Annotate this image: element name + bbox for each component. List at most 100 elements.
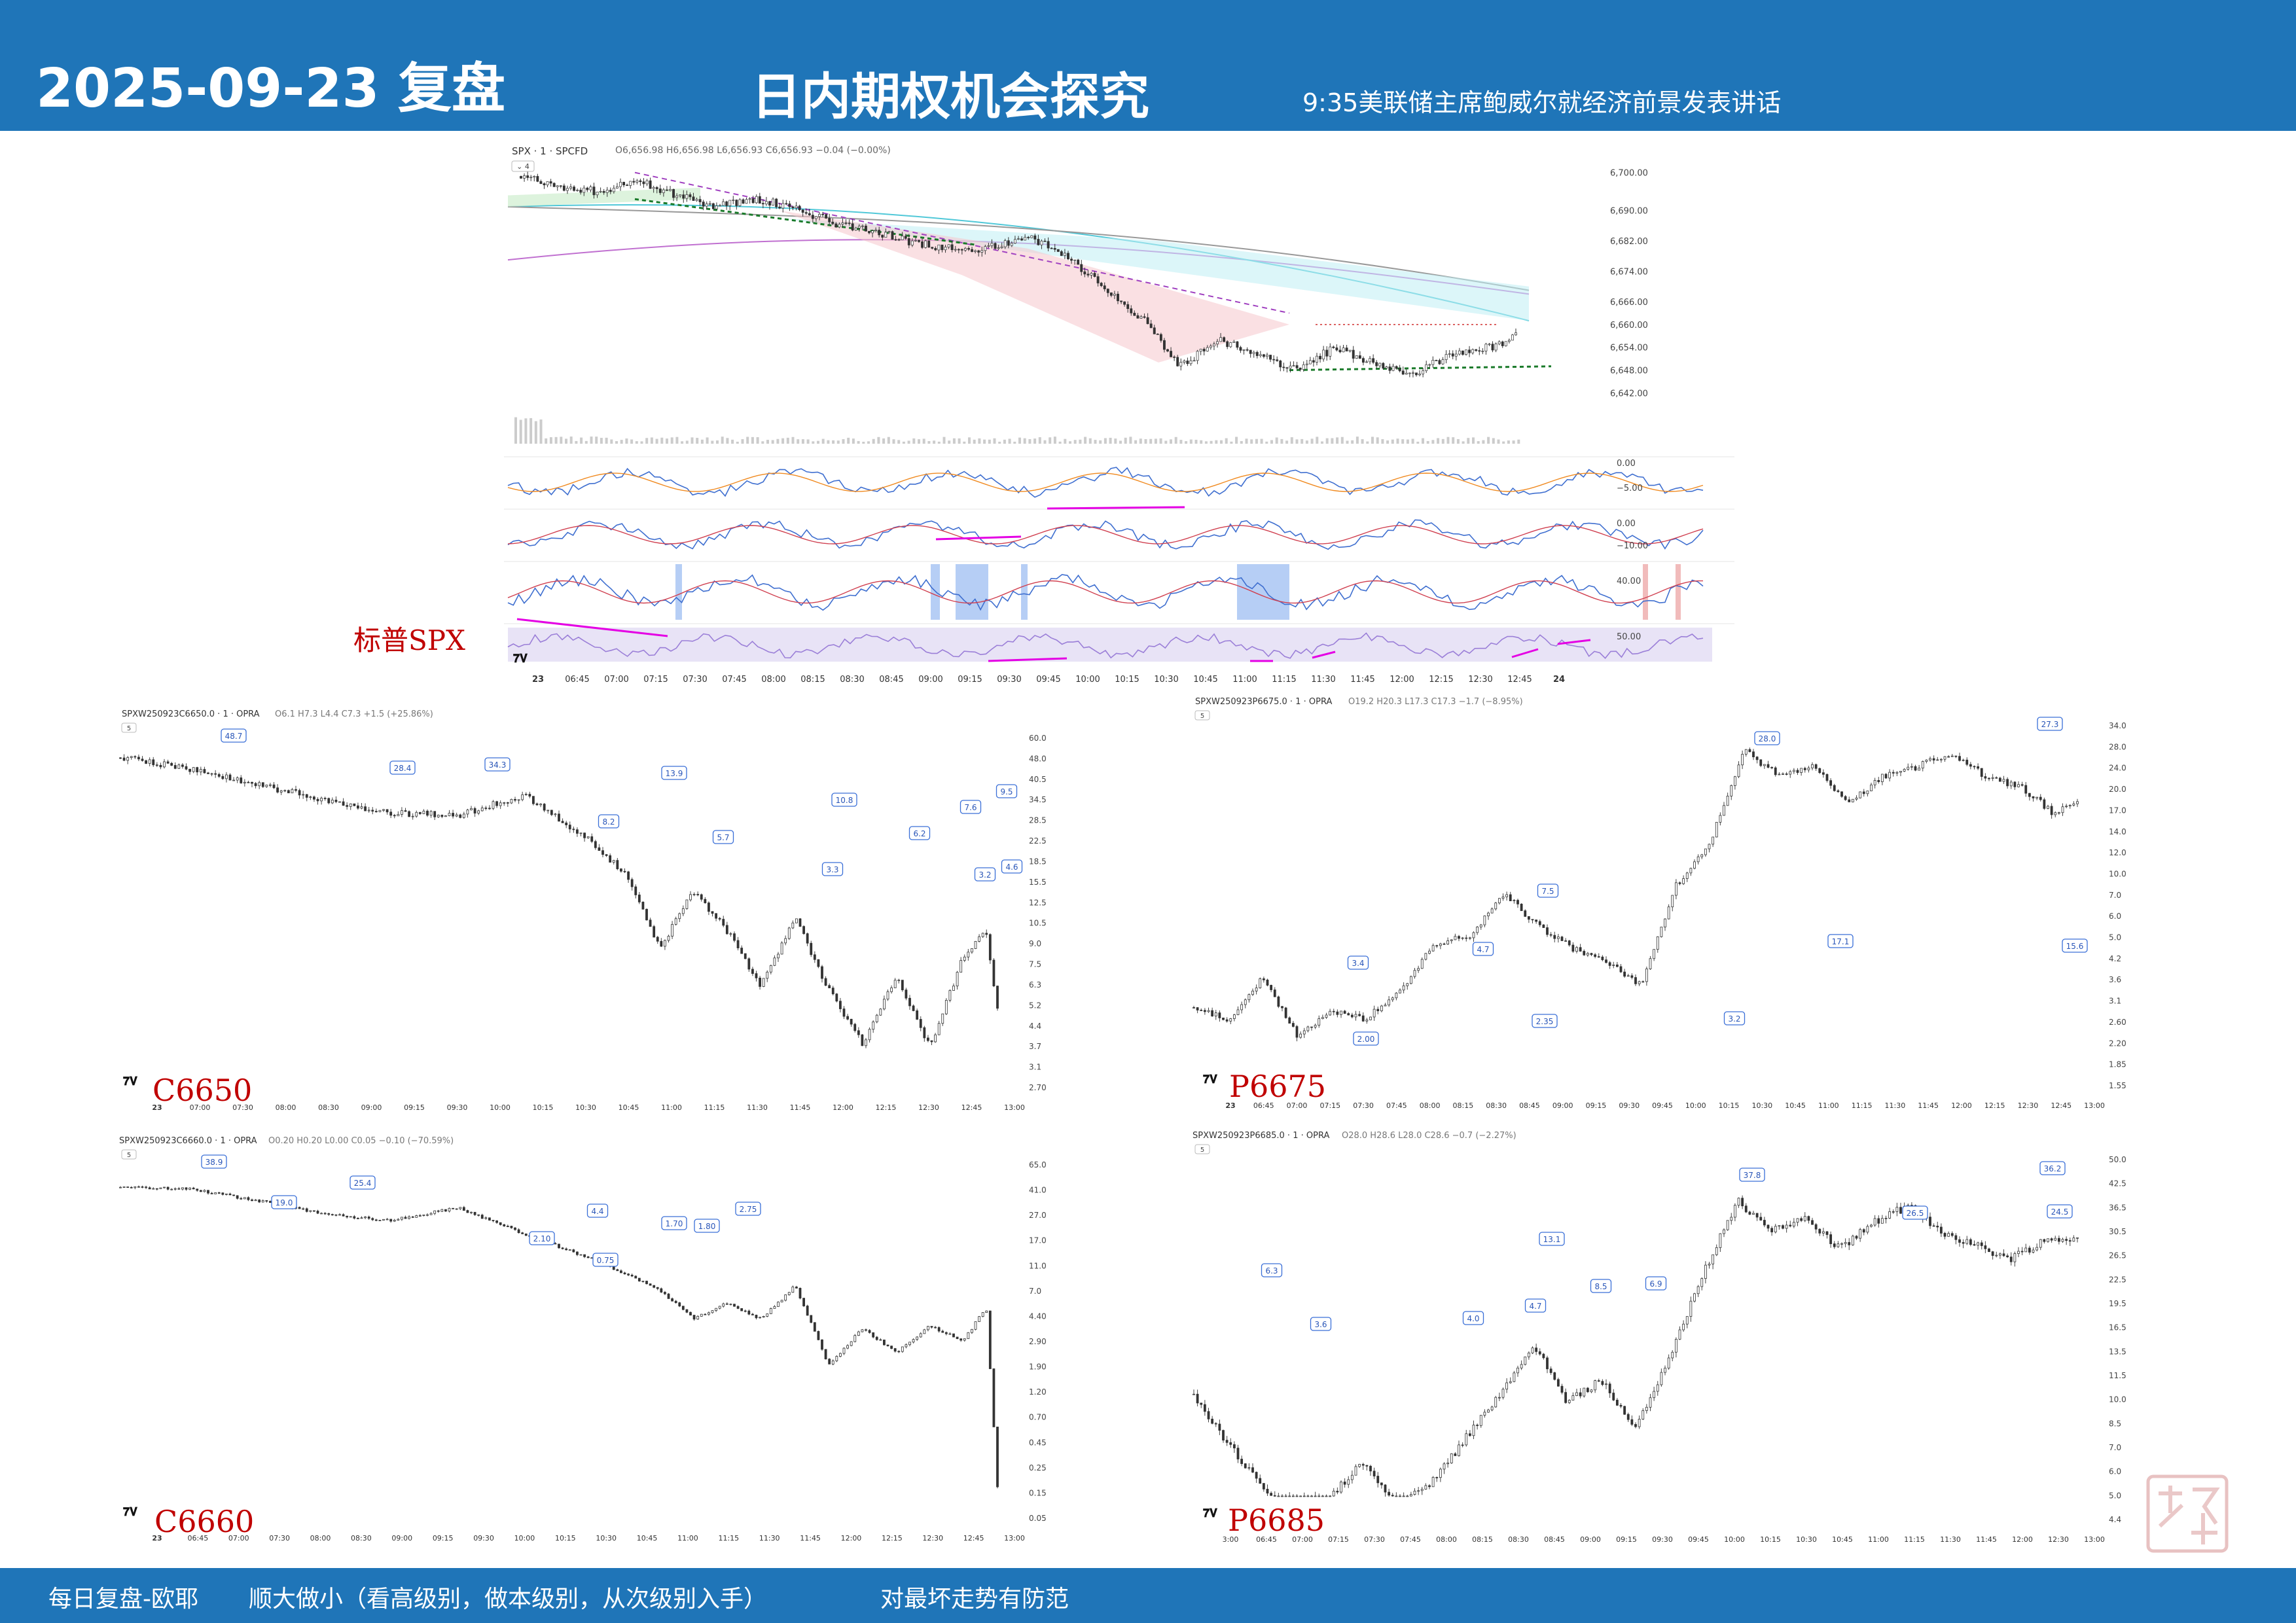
- candle-body: [433, 811, 437, 817]
- x-tick-label: 09:15: [404, 1103, 425, 1112]
- candle-body: [1117, 293, 1119, 302]
- volume-bar: [1487, 437, 1490, 444]
- y-tick-label: 16.5: [2109, 1323, 2126, 1332]
- candle-body: [1494, 1397, 1498, 1408]
- candle-body: [1719, 1233, 1722, 1248]
- candle-body: [1977, 1242, 1980, 1246]
- divergence-line: [516, 618, 668, 637]
- candle-body: [1490, 908, 1494, 914]
- x-tick-label: 07:45: [1386, 1101, 1407, 1110]
- volume-bar: [1250, 439, 1253, 444]
- candle-body: [1358, 1464, 1361, 1467]
- x-axis: 23 07:00 07:30 08:00 08:30 09:00 09:15 09:30 10:…: [152, 1103, 1025, 1112]
- footer-bar: [0, 1568, 2296, 1623]
- candle-body: [1350, 1014, 1354, 1018]
- candle-body: [357, 1218, 359, 1219]
- candle-body: [334, 800, 338, 802]
- candle-body: [374, 1219, 378, 1221]
- candle-body: [1723, 1229, 1725, 1234]
- rsi-pane: 40.00: [504, 561, 1734, 620]
- candle-body: [569, 187, 572, 189]
- candle-body: [817, 959, 820, 967]
- x-tick-label: 11:00: [1868, 1535, 1889, 1544]
- candle-body: [594, 841, 597, 848]
- candle-body: [1365, 1019, 1369, 1022]
- candle-body: [1196, 1007, 1199, 1010]
- volume-bar: [1472, 437, 1475, 444]
- spx-chart-panel: SPX · 1 · SPCFD O6,656.98 H6,656.98 L6,6…: [504, 139, 1787, 688]
- candle-body: [510, 798, 513, 804]
- candle-body: [287, 790, 290, 794]
- candle-body: [1206, 347, 1209, 351]
- candle-body: [1336, 1491, 1339, 1493]
- candle-body: [466, 1210, 469, 1213]
- main-title: 日内期权机会探究: [751, 67, 1149, 126]
- candle-body: [1277, 1495, 1280, 1497]
- candle-body: [1954, 755, 1958, 757]
- volume-bar: [731, 439, 734, 444]
- candle-body: [755, 1315, 758, 1319]
- highlight-band: [1021, 564, 1028, 620]
- interval-badge: [121, 722, 137, 733]
- candle-body: [868, 1330, 871, 1333]
- candle-body: [261, 1200, 264, 1203]
- candle-body: [1958, 1239, 1961, 1243]
- x-tick-label: 23: [1225, 1101, 1235, 1110]
- annotation-box: [1261, 1263, 1283, 1277]
- candle-body: [1385, 366, 1388, 369]
- candle-body: [671, 924, 673, 936]
- candle-body: [1027, 237, 1030, 238]
- candle-body: [1888, 1211, 1892, 1219]
- annotation-box: [1754, 731, 1780, 745]
- candle-body: [1626, 1414, 1630, 1420]
- volume-bar: [580, 437, 583, 444]
- x-tick-label: 07:15: [1319, 1101, 1340, 1110]
- volume-bar: [1497, 439, 1500, 444]
- candle-body: [1450, 939, 1453, 941]
- candle-body: [1431, 945, 1435, 952]
- candle-body: [1425, 364, 1428, 371]
- annotation-label: 26.5: [1907, 1209, 1924, 1218]
- candle-body: [462, 813, 465, 818]
- candle-body: [777, 1302, 780, 1307]
- candle-body: [188, 1187, 191, 1190]
- candle-body: [1306, 1495, 1310, 1497]
- candle-body: [1649, 958, 1652, 969]
- candle-body: [878, 230, 881, 236]
- candle-body: [583, 1254, 586, 1257]
- candle-body: [408, 811, 410, 817]
- volume-bar: [1170, 439, 1172, 444]
- candle-body: [520, 176, 522, 179]
- candle-body: [1113, 293, 1116, 296]
- candle-body: [1825, 774, 1829, 781]
- candle-body: [1259, 978, 1262, 988]
- volume-bar: [1361, 439, 1364, 444]
- candle-body: [678, 1302, 681, 1307]
- candle-body: [386, 1219, 389, 1221]
- volume-bar: [978, 438, 981, 444]
- candle-body: [1343, 1010, 1346, 1014]
- candle-body: [733, 1304, 736, 1307]
- candle-body: [1347, 1479, 1350, 1485]
- candle-body: [1103, 285, 1106, 289]
- annotation-label: 4.7: [1529, 1302, 1541, 1311]
- candle-body: [907, 238, 910, 245]
- candle-body: [1511, 334, 1514, 341]
- candle-body: [912, 1339, 915, 1343]
- candle-body: [243, 781, 246, 783]
- option-chart-c6650: 560.048.040.534.528.522.518.515.512.510.…: [119, 722, 1047, 1112]
- candle-body: [1246, 349, 1249, 351]
- candle-body: [1322, 349, 1325, 359]
- candle-body: [1696, 856, 1700, 863]
- candle-body: [1800, 1218, 1803, 1221]
- candle-body: [492, 801, 495, 809]
- candle-body: [484, 1217, 488, 1219]
- candle-body: [470, 808, 473, 811]
- candle-body: [1712, 836, 1715, 845]
- candle-body: [696, 1315, 700, 1320]
- candle-body: [857, 226, 861, 228]
- candle-body: [1571, 1395, 1575, 1400]
- candle-body: [232, 1194, 235, 1196]
- candle-body: [1244, 1463, 1247, 1469]
- candle-body: [145, 760, 147, 764]
